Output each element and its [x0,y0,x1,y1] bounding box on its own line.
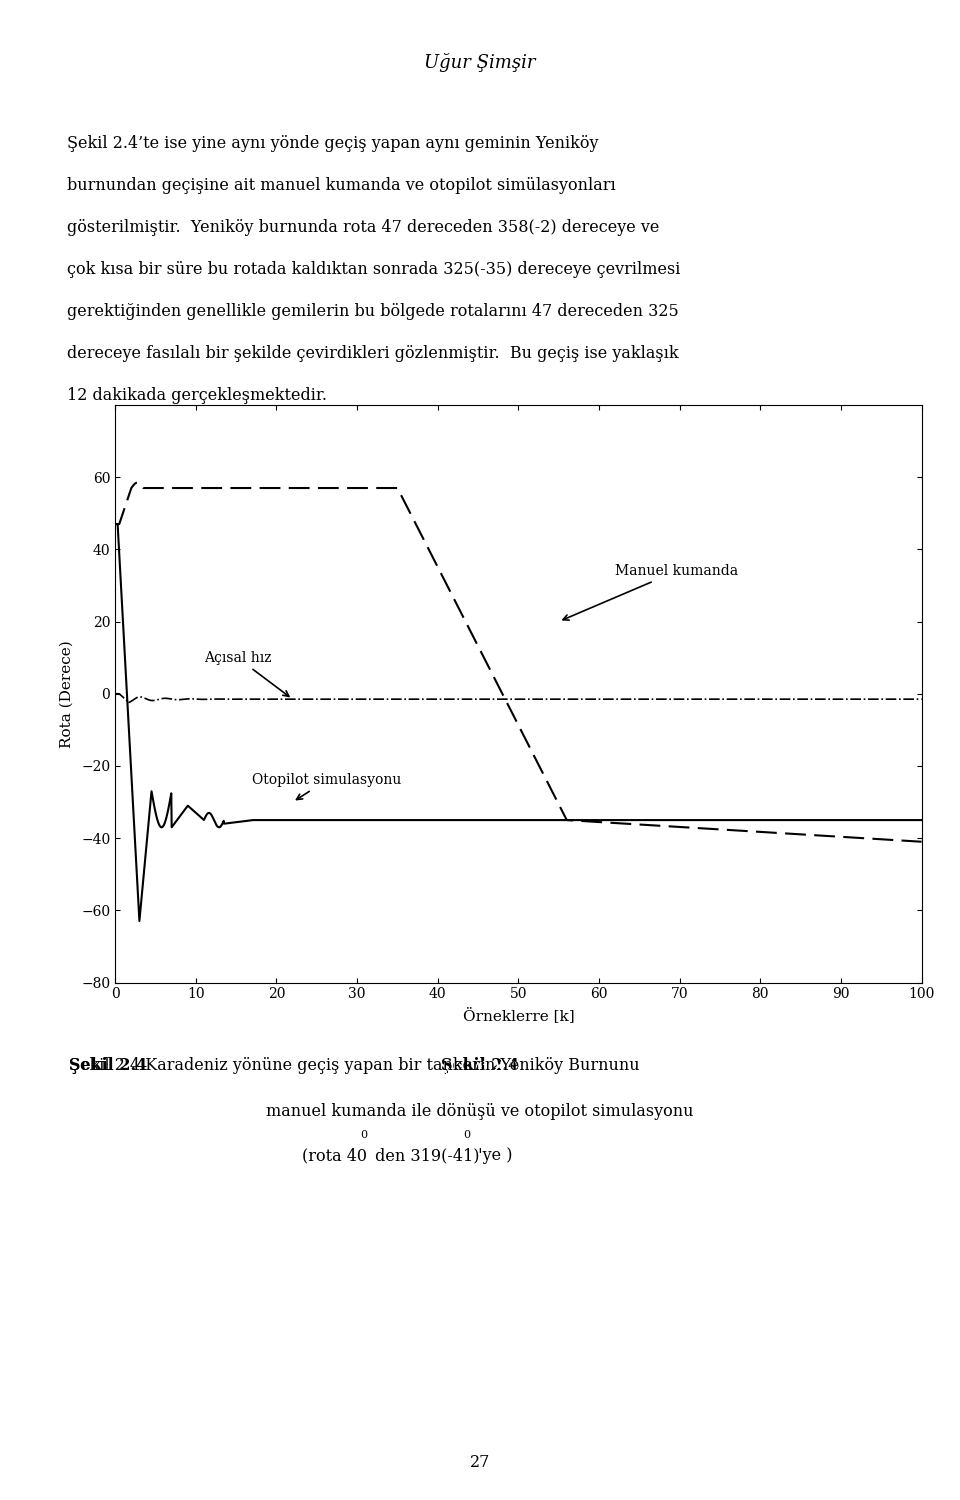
Text: 0: 0 [464,1130,470,1140]
Text: Şekil 2.4’te ise yine aynı yönde geçiş yapan aynı geminin Yeniköy: Şekil 2.4’te ise yine aynı yönde geçiş y… [67,135,599,152]
X-axis label: Örneklerre [k]: Örneklerre [k] [463,1007,574,1023]
Text: gösterilmiştir.  Yeniköy burnunda rota 47 dereceden 358(-2) dereceye ve: gösterilmiştir. Yeniköy burnunda rota 47… [67,219,660,236]
Text: (rota 40: (rota 40 [302,1148,368,1164]
Text: manuel kumanda ile dönüşü ve otopilot simulasyonu: manuel kumanda ile dönüşü ve otopilot si… [266,1102,694,1119]
Text: çok kısa bir süre bu rotada kaldıktan sonrada 325(-35) dereceye çevrilmesi: çok kısa bir süre bu rotada kaldıktan so… [67,261,681,278]
Text: burnundan geçişine ait manuel kumanda ve otopilot simülasyonları: burnundan geçişine ait manuel kumanda ve… [67,177,616,194]
Text: Manuel kumanda: Manuel kumanda [563,564,738,620]
Text: 'ye ): 'ye ) [473,1148,513,1164]
Text: 0: 0 [360,1130,367,1140]
Text: Açısal hız: Açısal hız [204,651,289,696]
Text: 12 dakikada gerçekleşmektedir.: 12 dakikada gerçekleşmektedir. [67,387,327,404]
Text: (rota 40   den 319(-41)    ‘ye ): (rota 40 den 319(-41) ‘ye ) [360,1148,600,1164]
Text: den 319(-41): den 319(-41) [370,1148,479,1164]
Text: 27: 27 [469,1454,491,1472]
Text: Şekil 2.4 Karadeniz yönüne geçiş yapan bir tankerin Yeniköy Burnunu: Şekil 2.4 Karadeniz yönüne geçiş yapan b… [195,1058,765,1074]
Text: Şekil 2.4: Şekil 2.4 [69,1058,147,1074]
Y-axis label: Rota (Derece): Rota (Derece) [60,640,74,747]
Text: gerektiğinden genellikle gemilerin bu bölgede rotalarını 47 dereceden 325: gerektiğinden genellikle gemilerin bu bö… [67,303,679,320]
Text: Uğur Şimşir: Uğur Şimşir [424,53,536,72]
Text: Şekil 2.4: Şekil 2.4 [441,1058,519,1074]
Text: dereceye fasılalı bir şekilde çevirdikleri gözlenmiştir.  Bu geçiş ise yaklaşık: dereceye fasılalı bir şekilde çevirdikle… [67,345,679,362]
Text: Otopilot simulasyonu: Otopilot simulasyonu [252,772,401,800]
Text: Şekil 2.4 Karadeniz yönüne geçiş yapan bir tankerin Yeniköy Burnunu: Şekil 2.4 Karadeniz yönüne geçiş yapan b… [195,1058,765,1074]
Text: Şekil 2.4 Karadeniz yönüne geçiş yapan bir tankerin Yeniköy Burnunu: Şekil 2.4 Karadeniz yönüne geçiş yapan b… [69,1058,639,1074]
